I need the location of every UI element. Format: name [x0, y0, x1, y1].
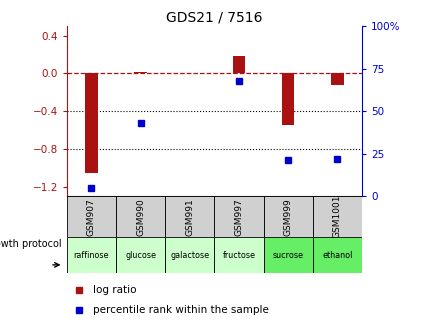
Bar [134, 72, 147, 73]
Text: fructose: fructose [222, 250, 255, 260]
Bar [232, 56, 245, 73]
Text: log ratio: log ratio [93, 285, 137, 295]
Text: GSM999: GSM999 [283, 198, 292, 235]
Text: GSM990: GSM990 [136, 198, 145, 235]
Bar [263, 237, 312, 273]
Text: sucrose: sucrose [272, 250, 303, 260]
Bar [214, 237, 263, 273]
Text: growth protocol: growth protocol [0, 239, 61, 249]
Bar [165, 196, 214, 237]
Bar [165, 237, 214, 273]
Text: GSM997: GSM997 [234, 198, 243, 235]
Bar [67, 237, 116, 273]
Text: raffinose: raffinose [74, 250, 109, 260]
Text: glucose: glucose [125, 250, 156, 260]
Text: GSM1001: GSM1001 [332, 195, 341, 238]
Bar [67, 196, 116, 237]
Bar [116, 196, 165, 237]
Bar [214, 196, 263, 237]
Bar [331, 73, 343, 85]
Bar [85, 73, 97, 173]
Text: ethanol: ethanol [322, 250, 352, 260]
Bar [116, 237, 165, 273]
Text: GSM907: GSM907 [87, 198, 96, 235]
Text: galactose: galactose [170, 250, 209, 260]
Bar [281, 73, 294, 125]
Text: percentile rank within the sample: percentile rank within the sample [93, 305, 269, 315]
Bar [312, 237, 361, 273]
Bar [263, 196, 312, 237]
Title: GDS21 / 7516: GDS21 / 7516 [166, 11, 262, 25]
Bar [312, 196, 361, 237]
Text: GSM991: GSM991 [185, 198, 194, 235]
